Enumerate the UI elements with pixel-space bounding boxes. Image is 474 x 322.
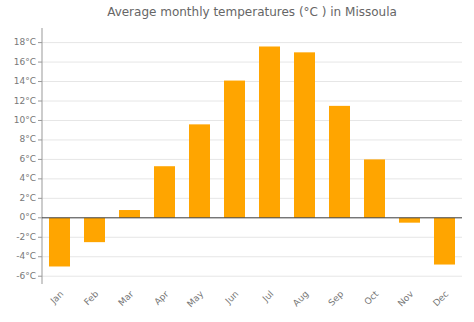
x-tick-label: Apr	[152, 289, 170, 307]
y-axis: -6°C -4°C -2°C 0°C 2°C 4°C 6°C 8°C 10°C 12°C 14°C 1…	[14, 28, 42, 284]
y-tick-label: 4°C	[19, 173, 36, 183]
bars	[42, 46, 462, 266]
bar	[84, 218, 105, 242]
x-tick-label: Oct	[362, 289, 380, 307]
y-tick	[38, 217, 42, 218]
grid-line	[42, 256, 462, 257]
title: Average monthly temperatures (°C ) in Mi…	[107, 5, 397, 19]
bar	[364, 159, 385, 217]
x-tick-label: Sep	[326, 289, 345, 308]
grid-line	[42, 198, 462, 199]
grid-line	[42, 120, 462, 121]
y-tick	[38, 101, 42, 102]
x-tick-label: Feb	[82, 289, 101, 308]
y-axis-line	[42, 28, 43, 284]
page: {"chart_data": {"type": "bar", "title": …	[0, 0, 474, 322]
grid-line	[42, 81, 462, 82]
bar	[329, 106, 350, 218]
y-tick	[38, 178, 42, 179]
y-tick	[38, 120, 42, 121]
y-tick-label: -2°C	[16, 232, 36, 242]
zero-line	[42, 217, 462, 218]
grid-line	[42, 62, 462, 63]
grid-line	[42, 139, 462, 140]
bar	[399, 218, 420, 223]
y-tick-label: 14°C	[14, 76, 36, 86]
y-tick	[38, 81, 42, 82]
bar	[119, 210, 140, 218]
y-tick-label: 8°C	[19, 134, 36, 144]
y-tick-label: 6°C	[19, 154, 36, 164]
y-tick	[38, 62, 42, 63]
y-tick-label: 16°C	[14, 57, 36, 67]
y-grid	[42, 43, 462, 277]
grid-line	[42, 178, 462, 179]
bar	[189, 124, 210, 217]
y-tick	[38, 256, 42, 257]
grid-line	[42, 276, 462, 277]
x-tick-label: Jan	[48, 289, 66, 307]
y-tick	[38, 159, 42, 160]
y-tick-label: 10°C	[14, 115, 36, 125]
y-tick-label: 0°C	[19, 212, 36, 222]
y-tick-label: 12°C	[14, 96, 36, 106]
y-tick-label: 18°C	[14, 37, 36, 47]
y-tick	[38, 42, 42, 43]
x-tick-label: Nov	[396, 288, 416, 308]
grid-line	[42, 217, 462, 218]
y-tick-label: -6°C	[16, 271, 36, 281]
bar	[434, 218, 455, 265]
bar	[224, 81, 245, 218]
x-tick-label: May	[185, 288, 206, 309]
x-tick-label: Mar	[116, 289, 135, 308]
x-tick-label: Dec	[431, 289, 450, 308]
x-axis: Jan Feb Mar Apr May Jun Jul Aug Sep Oct Nov Dec	[48, 288, 451, 309]
chart-svg: -6°C -4°C -2°C 0°C 2°C 4°C 6°C 8°C 10°C 12°C 14°C 1…	[0, 0, 474, 322]
y-tick-label: -4°C	[16, 251, 36, 261]
x-tick-label: Aug	[291, 289, 311, 309]
bar	[294, 52, 315, 217]
bar	[154, 166, 175, 218]
bar	[49, 218, 70, 267]
x-tick-label: Jun	[223, 289, 241, 307]
y-tick	[38, 237, 42, 238]
grid-line	[42, 42, 462, 43]
grid-line	[42, 159, 462, 160]
y-tick	[38, 139, 42, 140]
chart-container: -6°C -4°C -2°C 0°C 2°C 4°C 6°C 8°C 10°C 12°C 14°C 1…	[0, 0, 474, 322]
y-tick-label: 2°C	[19, 193, 36, 203]
bar	[259, 46, 280, 217]
y-tick	[38, 198, 42, 199]
x-tick-label: Jul	[260, 289, 275, 304]
y-tick	[38, 276, 42, 277]
grid-line	[42, 101, 462, 102]
